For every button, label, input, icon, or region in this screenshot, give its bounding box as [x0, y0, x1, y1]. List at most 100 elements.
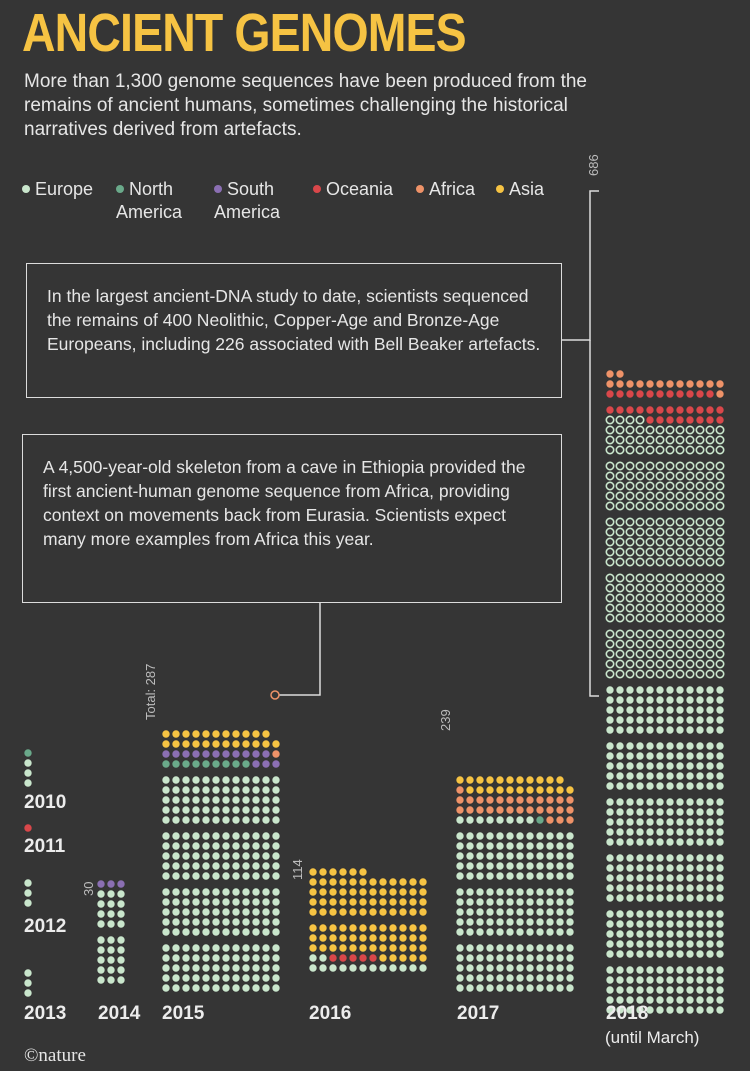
genome-dot-2018-europe	[656, 706, 664, 714]
genome-dot-2018-europe	[616, 742, 624, 750]
genome-dot-2015-europe	[192, 806, 200, 814]
genome-dot-2018-europe	[695, 613, 705, 623]
genome-dot-2018-europe	[686, 808, 694, 816]
genome-dot-2018-europe	[716, 828, 724, 836]
genome-dot-2015-europe	[172, 974, 180, 982]
genome-dot-2015-europe	[182, 816, 190, 824]
genome-dot-2018-europe	[685, 491, 695, 501]
genome-dot-2017-europe	[466, 898, 474, 906]
genome-dot-2017-europe	[466, 832, 474, 840]
genome-dot-2015-europe	[232, 944, 240, 952]
genome-dot-2015-europe	[242, 832, 250, 840]
genome-dot-2018-europe	[626, 894, 634, 902]
genome-dot-2017-europe	[546, 954, 554, 962]
genome-dot-2015-europe	[192, 832, 200, 840]
genome-dot-2017-europe	[556, 944, 564, 952]
genome-dot-2018-europe	[666, 976, 674, 984]
genome-dot-2018-europe	[695, 557, 705, 567]
genome-dot-2015-europe	[202, 862, 210, 870]
genome-dot-2018-europe	[716, 874, 724, 882]
genome-dot-2015-europe	[252, 888, 260, 896]
genome-dot-2018-oceania	[656, 406, 664, 414]
genome-dot-2017-europe	[496, 852, 504, 860]
genome-dot-2018-europe	[666, 798, 674, 806]
genome-dot-2018-europe	[605, 517, 615, 527]
genome-dot-2018-europe	[645, 557, 655, 567]
genome-dot-2015-europe	[272, 898, 280, 906]
genome-dot-2015-europe	[162, 984, 170, 992]
genome-dot-2018-europe	[616, 772, 624, 780]
genome-dot-2017-europe	[456, 974, 464, 982]
genome-dot-2018-europe	[675, 593, 685, 603]
genome-dot-2018-europe	[615, 593, 625, 603]
genome-dot-2018-europe	[716, 772, 724, 780]
genome-dot-2018-europe	[636, 976, 644, 984]
genome-dot-2018-europe	[715, 593, 725, 603]
genome-dot-2017-europe	[466, 944, 474, 952]
genome-dot-2017-europe	[566, 888, 574, 896]
genome-dot-2018-europe	[626, 940, 634, 948]
genome-dot-2015-europe	[222, 918, 230, 926]
genome-dot-2014-europe	[117, 900, 125, 908]
genome-dot-2018-europe	[716, 742, 724, 750]
genome-dot-2018-europe	[686, 838, 694, 846]
genome-dot-2015-europe	[202, 888, 210, 896]
genome-dot-2016-europe	[409, 964, 417, 972]
genome-dot-2015-asia	[192, 740, 200, 748]
genome-dot-2018-europe	[636, 884, 644, 892]
genome-dot-2017-europe	[506, 964, 514, 972]
genome-dot-2017-asia	[566, 786, 574, 794]
genome-dot-2015-asia	[262, 730, 270, 738]
genome-dot-2017-europe	[506, 816, 514, 824]
genome-dot-2017-europe	[526, 888, 534, 896]
genome-dot-2018-europe	[705, 501, 715, 511]
genome-dot-2015-europe	[222, 908, 230, 916]
genome-dot-2018-europe	[666, 818, 674, 826]
genome-dot-2018-europe	[606, 752, 614, 760]
genome-dot-2017-europe	[536, 908, 544, 916]
genome-dot-2017-asia	[526, 786, 534, 794]
genome-dot-2017-europe	[516, 974, 524, 982]
genome-dot-2016-asia	[309, 868, 317, 876]
genome-dot-2017-europe	[566, 908, 574, 916]
genome-dot-2018-europe	[656, 762, 664, 770]
genome-dot-2015-europe	[242, 796, 250, 804]
genome-dot-2018-europe	[676, 950, 684, 958]
genome-dot-2016-asia	[329, 868, 337, 876]
genome-dot-2018-europe	[716, 910, 724, 918]
genome-dot-2018-europe	[636, 910, 644, 918]
genome-dot-2018-europe	[646, 772, 654, 780]
genome-dot-2015-europe	[232, 796, 240, 804]
genome-dot-2017-europe	[506, 944, 514, 952]
genome-dot-2017-europe	[546, 888, 554, 896]
genome-dot-2018-europe	[616, 762, 624, 770]
genome-dot-2018-europe	[696, 940, 704, 948]
genome-dot-2017-asia	[546, 776, 554, 784]
genome-dot-2018-europe	[606, 930, 614, 938]
genome-dot-2018-europe	[635, 649, 645, 659]
genome-dot-2012-europe	[24, 879, 32, 887]
genome-dot-2018-europe	[626, 910, 634, 918]
genome-dot-2017-europe	[526, 974, 534, 982]
genome-dot-2018-africa	[616, 370, 624, 378]
genome-dot-2015-north-america	[212, 760, 220, 768]
genome-dot-2018-europe	[615, 501, 625, 511]
genome-dot-2017-africa	[506, 796, 514, 804]
genome-dot-2018-europe	[606, 920, 614, 928]
genome-dot-2018-europe	[695, 501, 705, 511]
genome-dot-2015-europe	[272, 944, 280, 952]
genome-dot-2018-europe	[706, 818, 714, 826]
genome-dot-2015-europe	[262, 898, 270, 906]
genome-dot-2018-europe	[655, 537, 665, 547]
genome-dot-2015-europe	[172, 862, 180, 870]
genome-dot-2017-africa	[536, 796, 544, 804]
genome-dot-2017-asia	[516, 786, 524, 794]
genome-dot-2016-asia	[369, 878, 377, 886]
genome-dot-2018-europe	[656, 854, 664, 862]
genome-dot-2018-europe	[645, 425, 655, 435]
genome-dot-2015-asia	[172, 740, 180, 748]
genome-dot-2013-europe	[24, 969, 32, 977]
genome-dot-2017-asia	[466, 776, 474, 784]
genome-dot-2015-asia	[172, 730, 180, 738]
genome-dot-2017-europe	[516, 862, 524, 870]
